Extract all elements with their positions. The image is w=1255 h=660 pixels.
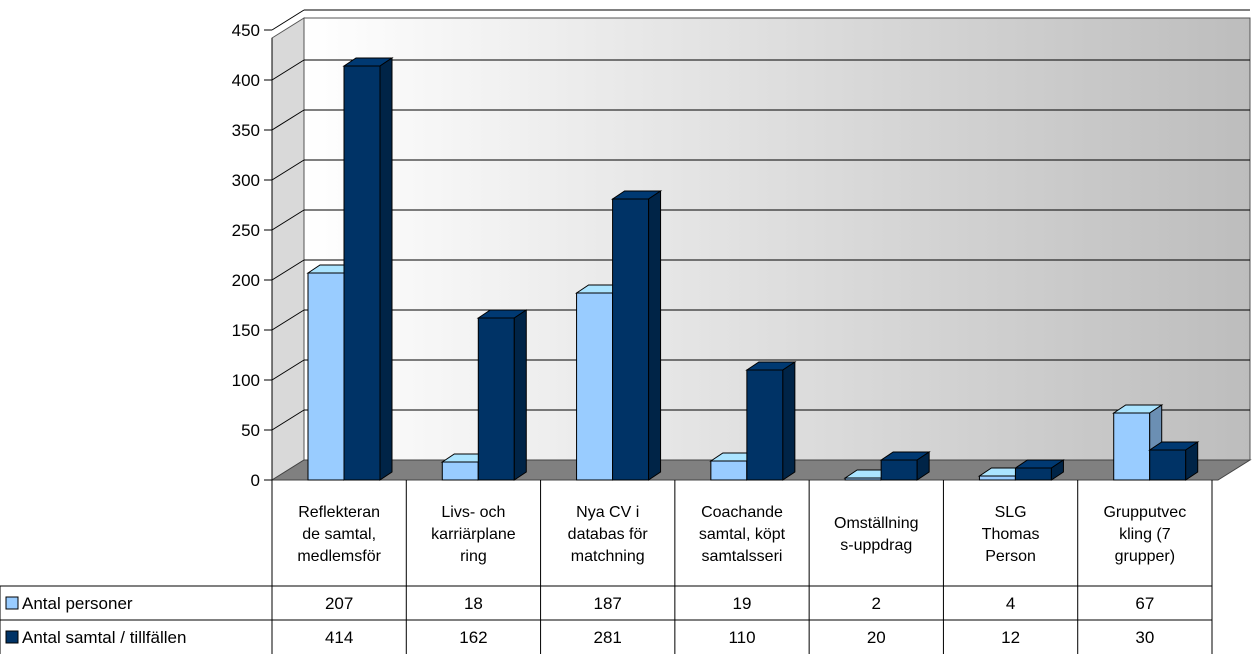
y-tick-label: 400 (232, 71, 260, 90)
category-label-line: databas för (568, 526, 649, 543)
table-value: 18 (464, 594, 483, 613)
category-label-line: ring (460, 548, 487, 565)
gridline-side (271, 309, 305, 331)
y-tick-label: 0 (251, 471, 260, 490)
y-tick-label: 100 (232, 371, 260, 390)
bar-front (880, 459, 918, 481)
y-tick-label: 50 (241, 421, 260, 440)
bar (879, 451, 931, 481)
y-tick-label: 450 (232, 21, 260, 40)
bar (1112, 404, 1164, 481)
category-label-line: s-uppdrag (840, 537, 912, 554)
y-tick-label: 350 (232, 121, 260, 140)
bar (476, 309, 528, 481)
category-label-line: medlemsför (297, 548, 381, 565)
gridline-side (271, 359, 305, 381)
bar-front (343, 65, 381, 481)
category-label-line: Coachande (701, 504, 783, 521)
gridline-side (271, 109, 305, 131)
table-value: 19 (733, 594, 752, 613)
category-label: Coachande samtal, köpt samtalsseri (699, 504, 786, 565)
side-wall (271, 17, 305, 481)
category-label-line: Thomas (982, 526, 1040, 543)
bar-front (576, 292, 614, 481)
gridline-side (271, 409, 305, 431)
bar-front (441, 461, 479, 481)
y-tick-label: 150 (232, 321, 260, 340)
table-value: 207 (325, 594, 353, 613)
bar-side (1050, 459, 1064, 481)
category-label: SLG Thomas Person (982, 504, 1040, 565)
category-label-line: SLG (995, 504, 1027, 521)
category-label-line: Livs- och (441, 504, 505, 521)
category-label-line: samtalsseri (702, 548, 783, 565)
table-value: 30 (1135, 628, 1154, 647)
category-label: Nya CV i databas för matchning (568, 504, 649, 565)
category-label: Grupputvec kling (7 grupper) (1103, 504, 1186, 565)
gridline-side (271, 159, 305, 181)
category-label: Livs- och karriärplane ring (431, 504, 516, 565)
bar-front (1014, 467, 1052, 481)
category-label-line: Omställning (834, 515, 918, 532)
table-value: 281 (594, 628, 622, 647)
bar-front (477, 317, 515, 481)
bar (1148, 441, 1200, 481)
category-label-line: Reflekteran (298, 504, 380, 521)
bar-side (513, 309, 527, 481)
bar-side (782, 361, 796, 481)
bar-side (379, 57, 393, 481)
legend-label: Antal samtal / tillfällen (22, 628, 186, 647)
bar-front (978, 475, 1016, 481)
y-tick-label: 200 (232, 271, 260, 290)
table-value: 67 (1135, 594, 1154, 613)
table-value: 110 (728, 628, 755, 647)
category-label-line: Person (985, 548, 1036, 565)
bar (745, 361, 797, 481)
bar-front (1113, 412, 1151, 481)
table-value: 20 (867, 628, 886, 647)
bar-side (1185, 441, 1199, 481)
table-value: 187 (594, 594, 622, 613)
bar (1013, 459, 1066, 481)
table-value: 162 (459, 628, 487, 647)
bar-front (307, 272, 345, 481)
bar-front (1149, 449, 1187, 481)
bar-side (916, 451, 930, 481)
category-label-line: Nya CV i (576, 504, 639, 521)
bar (342, 57, 394, 481)
category-label-line: karriärplane (431, 526, 516, 543)
category-label-line: kling (7 (1119, 526, 1171, 543)
table-value: 12 (1001, 628, 1020, 647)
bar-front (746, 369, 784, 481)
y-tick-label: 250 (232, 221, 260, 240)
category-label: Reflekteran de samtal, medlemsför (297, 504, 381, 565)
category-label-line: Grupputvec (1103, 504, 1186, 521)
table-value: 4 (1006, 594, 1015, 613)
bar-front (710, 460, 748, 481)
bar (610, 190, 663, 481)
table-value: 414 (325, 628, 353, 647)
gridline-side (271, 9, 305, 31)
legend-swatch (5, 596, 19, 610)
bar-side (648, 190, 662, 481)
table-value: 2 (872, 594, 881, 613)
legend-swatch (5, 630, 19, 644)
category-label-line: matchning (571, 548, 645, 565)
category-label: Omställning s-uppdrag (834, 515, 918, 554)
legend-label: Antal personer (22, 594, 133, 613)
gridline-side (271, 259, 305, 281)
gridline-side (271, 209, 305, 231)
category-label-line: samtal, köpt (699, 526, 786, 543)
y-tick-label: 300 (232, 171, 260, 190)
bar-front (612, 198, 650, 481)
category-label-line: de samtal, (302, 526, 376, 543)
gridline-side (271, 59, 305, 81)
category-label-line: grupper) (1115, 548, 1175, 565)
